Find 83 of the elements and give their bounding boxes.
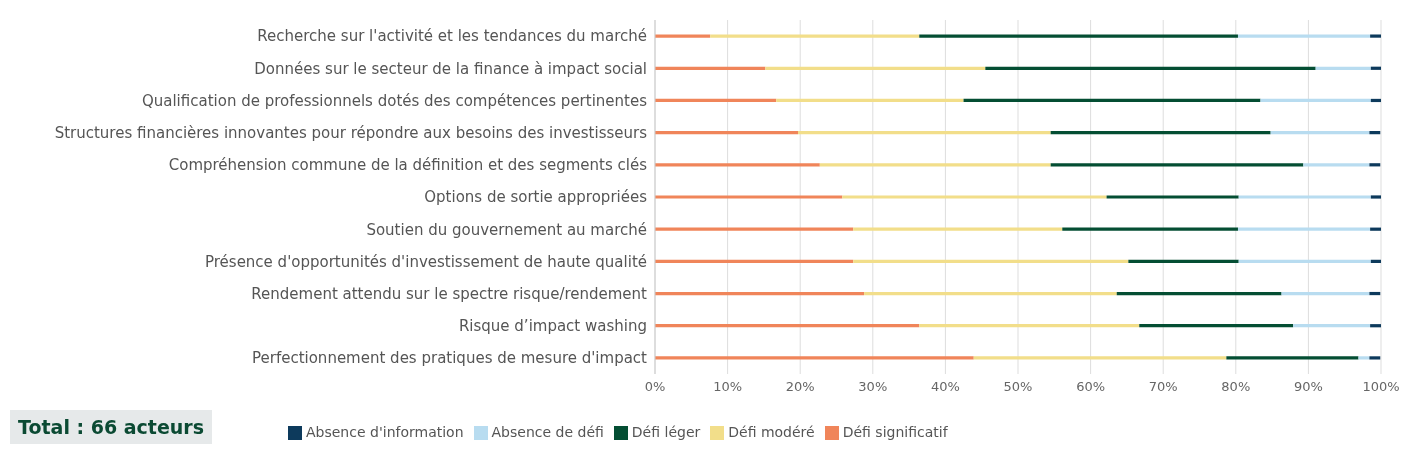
legend-label: Défi léger	[631, 424, 701, 440]
bar	[655, 227, 854, 231]
bar	[1116, 291, 1282, 296]
bar	[1369, 131, 1381, 135]
bar	[1370, 66, 1381, 70]
bar	[1238, 195, 1371, 199]
bar	[842, 195, 1107, 199]
x-tick-label: 80%	[1221, 379, 1251, 395]
legend-label: Défi modéré	[728, 424, 815, 440]
bar	[1293, 324, 1371, 328]
bar	[1050, 131, 1271, 135]
bar	[1128, 259, 1239, 263]
y-tick-label: Risque d’impact washing	[458, 317, 647, 336]
x-tick-label: 70%	[1148, 379, 1178, 395]
bar	[655, 131, 799, 135]
bar	[1106, 195, 1239, 199]
legend-label: Absence d'information	[306, 424, 464, 440]
bar	[1315, 66, 1371, 70]
bar	[655, 291, 865, 296]
bar	[1369, 356, 1381, 360]
legend-label: Absence de défi	[491, 424, 604, 440]
bar	[1281, 291, 1370, 296]
bar	[1369, 163, 1381, 167]
text: Total : 66 acteurs	[10, 410, 213, 444]
bar	[798, 131, 1051, 135]
bar	[776, 98, 964, 103]
bar	[1139, 324, 1294, 328]
bar	[765, 66, 986, 70]
x-tick-label: 50%	[1003, 379, 1033, 395]
bar	[655, 66, 766, 70]
legend-label: Défi significatif	[842, 424, 948, 440]
bar	[1062, 227, 1238, 231]
bar	[1370, 259, 1381, 263]
y-tick-label: Présence d'opportunités d'investissement de haute qualité	[204, 252, 647, 271]
y-tick-label: Données sur le secteur de la finance à impact social	[254, 59, 647, 78]
y-tick-label: Compréhension commune de la définition et des segments clés	[168, 156, 648, 175]
bar	[853, 259, 1129, 263]
y-tick-label: Rendement attendu sur le spectre risque/rendement	[251, 284, 648, 303]
bar	[1238, 259, 1371, 263]
x-tick-label: 20%	[785, 379, 815, 395]
bar	[1260, 98, 1371, 103]
x-tick-label: 0%	[644, 379, 666, 395]
bar	[655, 163, 820, 167]
bar	[1370, 195, 1381, 199]
bar	[1050, 163, 1304, 167]
bar	[1370, 34, 1381, 38]
bar	[1237, 227, 1371, 231]
y-tick-label: Qualification de professionnels dotés des compétences pertinentes	[141, 91, 648, 110]
x-tick-label: 60%	[1076, 379, 1106, 395]
bar	[655, 195, 843, 199]
y-tick-label: Soutien du gouvernement au marché	[366, 220, 647, 239]
bar	[655, 324, 920, 328]
bar	[819, 163, 1051, 167]
bar	[1270, 131, 1370, 135]
x-tick-label: 100%	[1362, 379, 1400, 395]
x-tick-label: 40%	[930, 379, 960, 395]
bar	[919, 34, 1238, 38]
bar	[655, 259, 854, 263]
bar	[963, 98, 1261, 103]
x-tick-label: 30%	[858, 379, 888, 395]
bar	[710, 34, 920, 38]
bar	[853, 227, 1063, 231]
y-tick-label: Perfectionnement des pratiques de mesure d'impact	[251, 349, 648, 368]
bar	[655, 34, 711, 38]
y-tick-label: Recherche sur l'activité et les tendances du marché	[257, 27, 647, 46]
bar	[1369, 291, 1381, 296]
bar	[1370, 227, 1381, 231]
bar	[1303, 163, 1370, 167]
bar	[1358, 356, 1370, 360]
bar	[655, 98, 777, 103]
x-tick-label: 10%	[713, 379, 743, 395]
bar	[655, 356, 974, 360]
y-tick-label: Options de sortie appropriées	[424, 188, 648, 207]
bar	[1370, 98, 1381, 103]
bar	[1370, 324, 1381, 328]
bar	[919, 324, 1140, 328]
y-tick-label: Structures financières innovantes pour répondre aux besoins des investisseurs	[54, 123, 648, 142]
bar	[1237, 34, 1371, 38]
bar	[1226, 356, 1359, 360]
bar	[973, 356, 1227, 360]
bar	[985, 66, 1316, 70]
x-tick-label: 90%	[1293, 379, 1323, 395]
bar	[864, 291, 1117, 296]
